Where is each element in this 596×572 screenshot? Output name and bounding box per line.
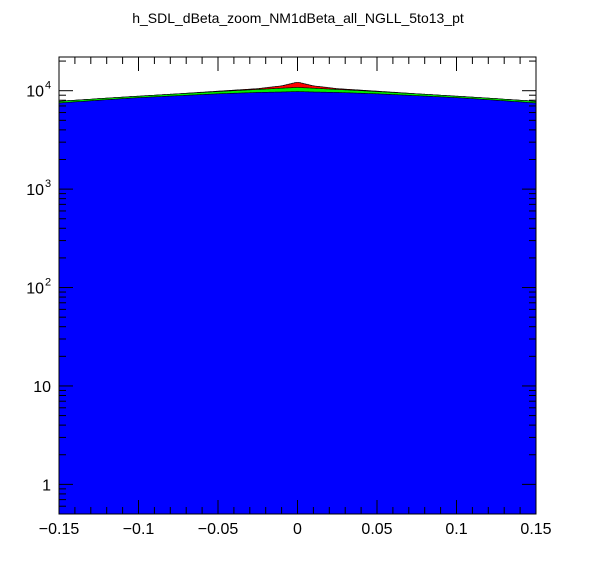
y-tick-label: 10 — [33, 379, 51, 396]
svg-text:4: 4 — [45, 80, 51, 92]
x-tick-label: 0.1 — [445, 521, 467, 538]
chart-title: h_SDL_dBeta_zoom_NM1dBeta_all_NGLL_5to13… — [132, 10, 464, 26]
svg-text:2: 2 — [45, 277, 51, 289]
y-tick-label: 10 3 — [26, 178, 51, 199]
svg-text:10: 10 — [26, 281, 44, 298]
svg-text:3: 3 — [45, 178, 51, 190]
x-tick-label: −0.05 — [198, 521, 239, 538]
x-tick-label: −0.1 — [123, 521, 155, 538]
y-tick-label: 10 2 — [26, 277, 51, 298]
svg-text:10: 10 — [33, 379, 51, 396]
x-axis: −0.15 −0.1 −0.05 0 0.05 0.1 0.15 — [39, 57, 552, 538]
x-tick-label: 0 — [293, 521, 302, 538]
series-areas — [58, 82, 537, 515]
y-tick-label: 1 — [42, 477, 51, 494]
y-tick-label: 10 4 — [26, 80, 51, 101]
series-area-2 — [58, 91, 537, 515]
svg-text:10: 10 — [26, 182, 44, 199]
svg-text:10: 10 — [26, 84, 44, 101]
x-tick-label: 0.15 — [520, 521, 551, 538]
x-tick-label: 0.05 — [361, 521, 392, 538]
x-tick-label: −0.15 — [39, 521, 80, 538]
svg-text:1: 1 — [42, 477, 51, 494]
